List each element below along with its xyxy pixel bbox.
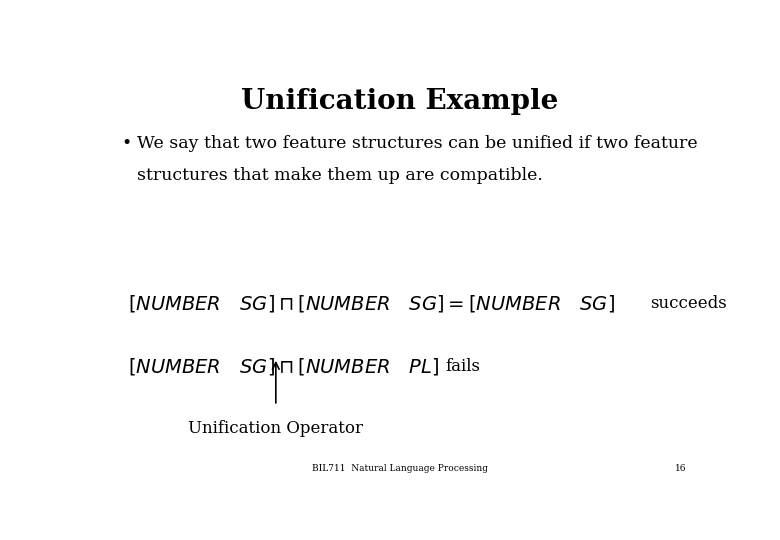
Text: •: • [122,136,132,152]
Text: We say that two feature structures can be unified if two feature: We say that two feature structures can b… [136,136,697,152]
Text: succeeds: succeeds [651,295,728,312]
Text: $[NUMBER \quad SG] \sqcap [NUMBER \quad SG] = [NUMBER \quad SG]$: $[NUMBER \quad SG] \sqcap [NUMBER \quad … [128,293,615,314]
Text: Unification Example: Unification Example [241,87,558,114]
Text: $[NUMBER \quad SG] \sqcap [NUMBER \quad PL]$: $[NUMBER \quad SG] \sqcap [NUMBER \quad … [128,356,439,377]
Text: 16: 16 [675,464,687,473]
Text: BIL711  Natural Language Processing: BIL711 Natural Language Processing [312,464,488,473]
Text: fails: fails [445,358,480,375]
Text: Unification Operator: Unification Operator [188,420,363,437]
Text: structures that make them up are compatible.: structures that make them up are compati… [136,167,543,184]
